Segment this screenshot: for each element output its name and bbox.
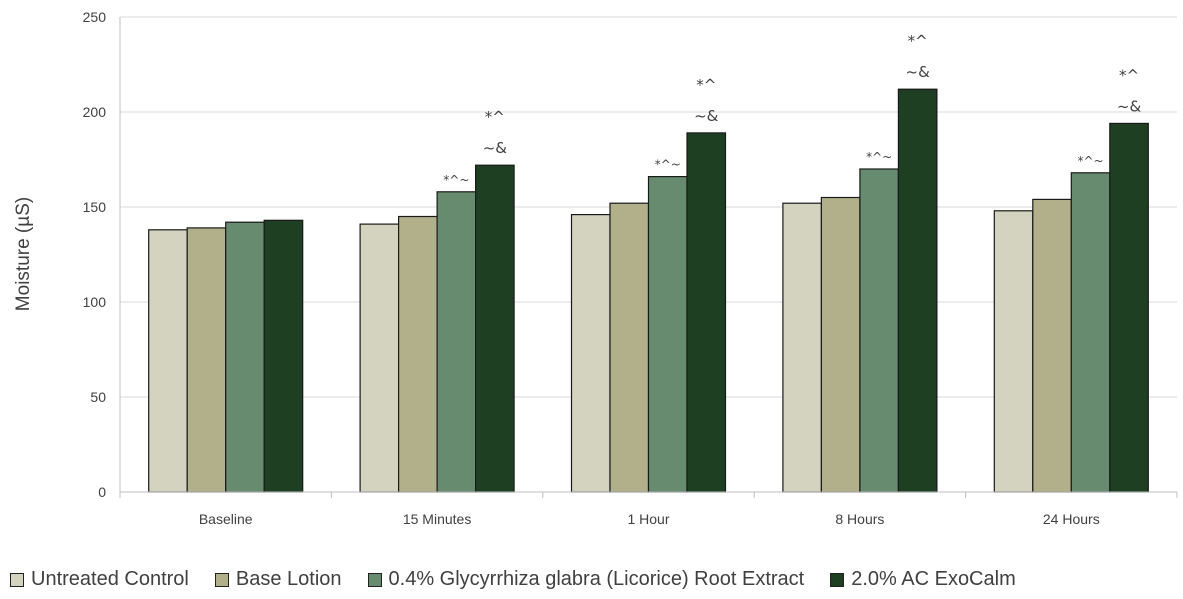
legend-swatch	[214, 572, 229, 587]
legend-item-ac-exocalm: 2.0% AC ExoCalm	[830, 568, 1016, 591]
legend-swatch	[830, 572, 845, 587]
bar	[1109, 122, 1149, 493]
bar	[475, 164, 515, 493]
bars	[148, 88, 1149, 493]
legend-item-licorice-extract: 0.4% Glycyrrhiza glabra (Licorice) Root …	[367, 568, 805, 591]
bar	[398, 215, 438, 493]
legend-swatch	[10, 572, 24, 587]
bar	[570, 214, 611, 493]
x-tick-label: 24 Hours	[1043, 511, 1100, 527]
x-tick-label: 15 Minutes	[403, 511, 471, 527]
significance-annotation: *^~	[655, 158, 681, 172]
legend-swatch	[367, 572, 382, 587]
legend-label: Untreated Control	[31, 568, 189, 590]
x-tick-label: 8 Hours	[835, 511, 884, 527]
significance-annotation: ~&	[1117, 97, 1142, 115]
x-axis: Baseline 15 Minutes 1 Hour 8 Hours 24 Hours	[119, 17, 1178, 527]
bar	[1070, 172, 1111, 493]
bar	[820, 196, 861, 493]
bar	[359, 223, 400, 493]
significance-annotation: ~&	[694, 107, 719, 125]
x-tick-label: 1 Hour	[627, 511, 669, 527]
legend-label: 0.4% Glycyrrhiza glabra (Licorice) Root …	[388, 568, 805, 590]
y-tick-label: 200	[83, 104, 107, 120]
significance-annotation: ~&	[483, 139, 508, 157]
legend: Untreated Control Base Lotion 0.4% Glycy…	[10, 568, 1180, 591]
y-tick-label: 250	[83, 9, 107, 25]
bar	[993, 210, 1034, 493]
significance-annotation: ~&	[906, 63, 931, 81]
y-axis-label: Moisture (µS)	[13, 197, 34, 311]
bar	[436, 191, 477, 493]
significance-annotations: *^~ *^ ~& *^~ *^ ~& *^~ *^ ~& *^~ *^ ~&	[443, 32, 1141, 187]
significance-annotation: *^	[908, 32, 928, 50]
significance-annotation: *^~	[866, 150, 892, 164]
bar	[1032, 198, 1072, 493]
bar	[647, 176, 688, 493]
significance-annotation: *^	[696, 76, 716, 94]
y-axis-ticks: 0 50 100 150 200 250	[83, 9, 107, 500]
significance-annotation: *^	[1119, 66, 1139, 84]
y-tick-label: 0	[98, 484, 106, 500]
significance-annotation: *^~	[443, 173, 469, 187]
bar	[859, 168, 900, 493]
bar	[782, 202, 823, 493]
y-tick-label: 100	[83, 294, 107, 310]
significance-annotation: *^~	[1077, 154, 1103, 168]
bar	[148, 229, 188, 493]
bar	[609, 202, 650, 493]
bar	[186, 227, 227, 493]
legend-item-base-lotion: Base Lotion	[214, 568, 342, 591]
bar	[263, 219, 304, 493]
y-tick-label: 150	[83, 199, 107, 215]
significance-annotation: *^	[485, 108, 505, 126]
bar	[686, 132, 727, 493]
y-tick-label: 50	[90, 389, 106, 405]
x-tick-label: Baseline	[199, 511, 253, 527]
legend-label: 2.0% AC ExoCalm	[851, 568, 1016, 590]
legend-item-untreated-control: Untreated Control	[10, 568, 189, 591]
legend-label: Base Lotion	[235, 568, 342, 590]
bar	[897, 88, 938, 493]
bar	[225, 221, 265, 493]
